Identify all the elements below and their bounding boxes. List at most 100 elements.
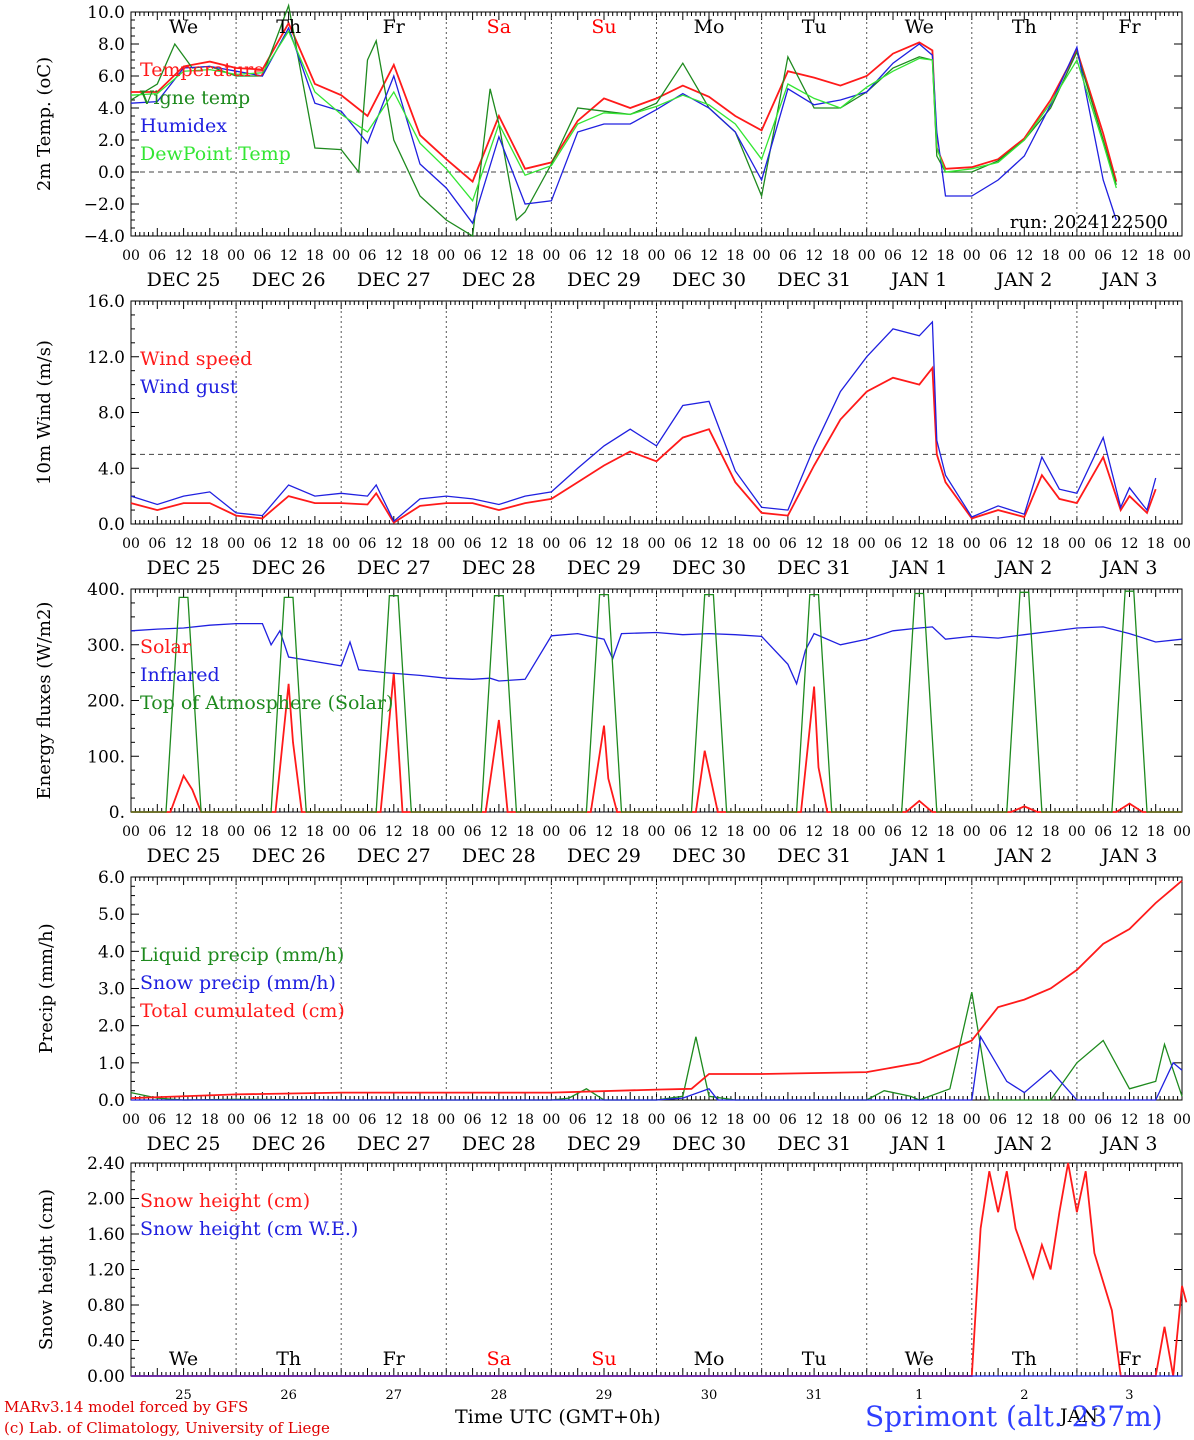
hour-label: 00 xyxy=(1173,248,1191,264)
weekday-label: Sa xyxy=(487,16,511,38)
hour-label: 06 xyxy=(779,248,797,264)
y-axis-label: 10m Wind (m/s) xyxy=(34,340,55,485)
hour-label: 00 xyxy=(963,824,981,840)
date-label: JAN 1 xyxy=(889,1133,947,1155)
date-label: DEC 29 xyxy=(567,1133,641,1155)
hour-label: 00 xyxy=(122,248,140,264)
y-tick-label: 0.00 xyxy=(87,1367,125,1387)
hour-label: 06 xyxy=(674,248,692,264)
hour-label: 06 xyxy=(359,536,377,552)
weekday-label: Tu xyxy=(802,16,827,38)
hour-label: 06 xyxy=(884,824,902,840)
hour-label: 06 xyxy=(989,248,1007,264)
lab-credit: (c) Lab. of Climatology, University of L… xyxy=(4,1419,330,1437)
hour-label: 18 xyxy=(201,536,219,552)
y-tick-label: 400. xyxy=(87,580,125,600)
hour-label: 00 xyxy=(542,248,560,264)
weekday-label: Fr xyxy=(383,1348,406,1370)
y-tick-label: 2.0 xyxy=(98,1017,125,1037)
date-label: JAN 1 xyxy=(889,269,947,291)
hour-label: 12 xyxy=(490,536,508,552)
y-tick-label: 0.0 xyxy=(98,163,125,183)
hour-label: 12 xyxy=(385,248,403,264)
hour-label: 00 xyxy=(437,1112,455,1128)
date-label: DEC 29 xyxy=(567,269,641,291)
hour-label: 18 xyxy=(726,824,744,840)
hour-label: 18 xyxy=(411,536,429,552)
hour-label: 12 xyxy=(910,1112,928,1128)
hour-label: 12 xyxy=(805,824,823,840)
hour-label: 06 xyxy=(884,248,902,264)
date-label: JAN 1 xyxy=(889,845,947,867)
date-label: DEC 30 xyxy=(672,557,746,579)
hour-label: 12 xyxy=(805,536,823,552)
hour-label: 06 xyxy=(359,248,377,264)
date-label: JAN 3 xyxy=(1099,269,1157,291)
hour-label: 00 xyxy=(1173,1112,1191,1128)
hour-label: 00 xyxy=(542,1112,560,1128)
legend-entry: DewPoint Temp xyxy=(140,143,291,165)
hour-label: 06 xyxy=(989,536,1007,552)
hour-label: 00 xyxy=(648,1112,666,1128)
hour-label: 12 xyxy=(700,824,718,840)
date-label: DEC 31 xyxy=(777,1133,851,1155)
legend-entry: Temperature xyxy=(140,59,264,81)
hour-label: 18 xyxy=(937,248,955,264)
hour-label: 18 xyxy=(832,248,850,264)
hour-label: 12 xyxy=(1121,1112,1139,1128)
y-tick-label: 0.0 xyxy=(98,1091,125,1111)
hour-label: 12 xyxy=(280,536,298,552)
hour-label: 06 xyxy=(989,824,1007,840)
legend-entry: Wind speed xyxy=(140,348,252,370)
hour-label: 06 xyxy=(464,824,482,840)
panel-3 xyxy=(130,588,1183,813)
panel-2 xyxy=(130,300,1183,525)
hour-label: 06 xyxy=(148,536,166,552)
hour-ticks xyxy=(130,12,1183,236)
weekday-label: Sa xyxy=(487,1348,511,1370)
legend-entry: Snow height (cm W.E.) xyxy=(140,1218,358,1240)
y-tick-label: 200. xyxy=(87,692,125,712)
legend-entry: Snow height (cm) xyxy=(140,1190,310,1212)
hour-label: 12 xyxy=(1015,824,1033,840)
date-label: DEC 26 xyxy=(252,1133,326,1155)
y-tick-label: 10.0 xyxy=(87,3,125,23)
date-label: DEC 25 xyxy=(147,557,221,579)
hour-label: 18 xyxy=(726,1112,744,1128)
panel-1 xyxy=(130,3,1183,238)
panel-5 xyxy=(130,1162,1188,1377)
hour-label: 18 xyxy=(621,248,639,264)
date-label: JAN 2 xyxy=(994,845,1052,867)
y-tick-label: 6.0 xyxy=(98,868,125,888)
hour-label: 00 xyxy=(122,536,140,552)
weekday-label: We xyxy=(905,1348,934,1370)
y-tick-label: 300. xyxy=(87,636,125,656)
date-label: DEC 27 xyxy=(357,269,431,291)
y-tick-label: 16.0 xyxy=(87,292,125,312)
y-tick-label: 0. xyxy=(109,803,125,823)
hour-label: 12 xyxy=(490,1112,508,1128)
hour-label: 00 xyxy=(1068,248,1086,264)
weekday-label: We xyxy=(169,1348,198,1370)
hour-label: 12 xyxy=(1121,824,1139,840)
date-label: JAN 1 xyxy=(889,557,947,579)
date-label: JAN 2 xyxy=(994,1133,1052,1155)
hour-label: 06 xyxy=(779,536,797,552)
hour-label: 18 xyxy=(1042,536,1060,552)
hour-label: 12 xyxy=(280,1112,298,1128)
y-tick-label: 8.0 xyxy=(98,35,125,55)
y-tick-label: 2.40 xyxy=(87,1154,125,1174)
day-number-label: 1 xyxy=(915,1388,923,1403)
hour-label: 00 xyxy=(542,824,560,840)
legend-entry: Top of Atmosphere (Solar) xyxy=(140,692,393,714)
weekday-label: Tu xyxy=(802,1348,827,1370)
date-label: DEC 31 xyxy=(777,557,851,579)
hour-label: 06 xyxy=(148,248,166,264)
hour-label: 06 xyxy=(464,248,482,264)
hour-label: 06 xyxy=(148,1112,166,1128)
hour-label: 00 xyxy=(1173,536,1191,552)
hour-label: 06 xyxy=(779,824,797,840)
date-label: DEC 26 xyxy=(252,557,326,579)
hour-ticks xyxy=(130,877,1183,1100)
